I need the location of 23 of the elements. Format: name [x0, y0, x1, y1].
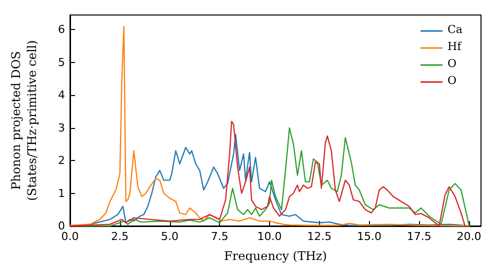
x-tick-label: 5.0 — [161, 230, 179, 243]
x-tick-label: 12.5 — [307, 230, 332, 243]
y-tick-label: 5 — [58, 56, 65, 69]
y-tick-label: 6 — [58, 23, 65, 36]
legend-label: O — [448, 57, 457, 70]
y-axis-title: Phonon projected DOS (States/THz·primitive cell) — [9, 40, 39, 201]
y-tick-label: 1 — [58, 186, 65, 200]
y-tick-label: 3 — [58, 121, 65, 134]
x-tick-label: 2.5 — [111, 230, 129, 243]
legend-label: O — [448, 74, 457, 87]
y-tick-label: 0 — [58, 220, 65, 232]
x-tick-label: 7.5 — [210, 230, 228, 243]
legend-label: Ca — [448, 23, 463, 36]
x-tick-label: 17.5 — [406, 230, 432, 243]
x-tick-label: 0.0 — [61, 230, 79, 243]
x-tick-label: 20.0 — [456, 230, 482, 243]
y-tick-label: 2 — [58, 154, 65, 168]
x-tick-label: 15.0 — [357, 230, 382, 243]
x-tick-label: 10.0 — [257, 230, 282, 243]
y-tick-label: 4 — [58, 88, 65, 102]
legend-label: Hf — [448, 40, 462, 53]
x-axis-title: Frequency (THz) — [224, 249, 327, 263]
line-series — [69, 26, 470, 227]
